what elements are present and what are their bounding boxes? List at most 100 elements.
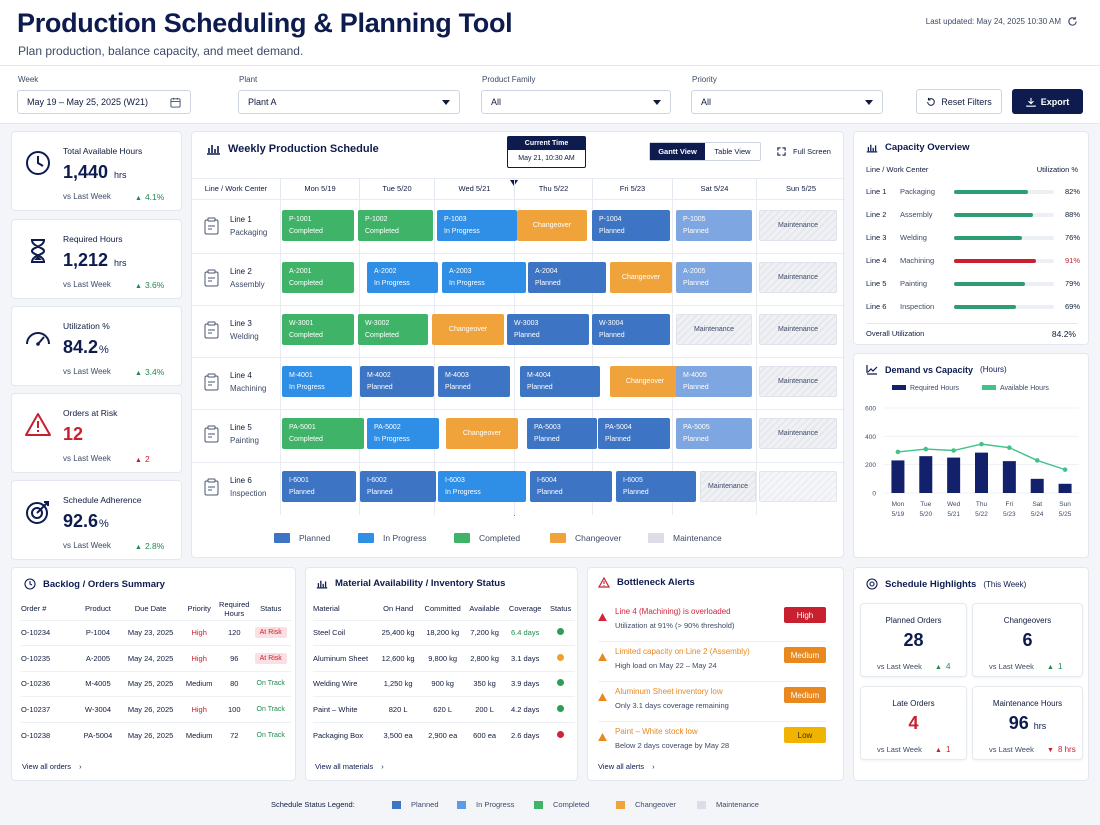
schedule-task[interactable]: P-1005 Planned [676,210,752,241]
status-dot [557,704,565,712]
legend-label: Changeover [575,533,622,543]
schedule-task[interactable]: M-4005 Planned [676,366,752,397]
changeover-block[interactable]: Changeover [432,314,504,345]
maintenance-block[interactable]: Maintenance [700,471,756,502]
schedule-task[interactable]: I-6004 Planned [530,471,612,502]
schedule-task[interactable]: W-3002 Completed [358,314,428,345]
maintenance-block[interactable]: Maintenance [759,418,837,449]
schedule-task[interactable]: P-1002 Completed [358,210,433,241]
task-status: Planned [514,332,540,339]
table-row[interactable]: Aluminum Sheet 12,600 kg 9,800 kg 2,800 kg 3… [313,645,575,671]
schedule-task[interactable]: A-2001 Completed [282,262,354,293]
schedule-task[interactable]: M-4001 In Progress [282,366,352,397]
week-picker[interactable]: May 19 – May 25, 2025 (W21) [17,90,191,114]
family-select[interactable]: All [481,90,671,114]
legend-swatch [550,533,566,543]
schedule-task[interactable]: P-1004 Planned [592,210,670,241]
calendar-icon [170,97,181,108]
schedule-task[interactable]: I-6002 Planned [360,471,436,502]
changeover-block[interactable]: Changeover [446,418,518,449]
table-row[interactable]: Welding Wire 1,250 kg 900 kg 350 kg 3.9 days [313,670,575,697]
table-cell: 6.4 days [504,619,547,646]
table-cell: A-2005 [75,645,121,671]
schedule-task[interactable]: A-2002 In Progress [367,262,438,293]
schedule-task[interactable]: A-2004 Planned [528,262,606,293]
task-status: In Progress [445,489,481,496]
schedule-task[interactable]: M-4003 Planned [438,366,510,397]
task-id: W-3004 [599,320,624,327]
priority-select[interactable]: All [691,90,883,114]
table-cell [546,619,575,646]
view-all-materials-link[interactable]: View all materials › [315,762,384,771]
gantt-legend-item: In Progress [358,533,426,543]
maintenance-block[interactable]: Maintenance [759,210,837,241]
schedule-task[interactable]: M-4004 Planned [520,366,600,397]
table-row[interactable]: Steel Coil 25,400 kg 18,200 kg 7,200 kg 6.4 … [313,619,575,646]
schedule-task[interactable]: P-1001 Completed [282,210,354,241]
table-row[interactable]: O-10236 M-4005 May 25, 2025 Medium 80 On Trac… [21,670,291,697]
highlight-unit: hrs [1033,721,1047,731]
gantt-line-label: Line 6 Inspection [200,476,280,506]
table-view-button[interactable]: Table View [714,147,751,156]
plant-select[interactable]: Plant A [238,90,460,114]
changeover-block[interactable]: Changeover [610,262,672,293]
capacity-row: Line 5 Painting 79% [866,279,1080,291]
gantt-view-button[interactable]: Gantt View [650,143,705,160]
y-tick-label: 600 [865,406,876,413]
schedule-task[interactable]: W-3001 Completed [282,314,354,345]
task-status: In Progress [289,384,325,391]
line-work-center: Painting [230,436,259,445]
capacity-bar-track [954,305,1054,309]
alert-item[interactable]: Paint – White stock low Below 2 days cove… [598,727,826,759]
schedule-task[interactable]: I-6003 In Progress [438,471,526,502]
kpi-label: Schedule Adherence [63,495,142,505]
schedule-task[interactable]: M-4002 Planned [360,366,434,397]
family-label: Product Family [482,75,536,84]
schedule-task[interactable]: I-6001 Planned [282,471,356,502]
schedule-task[interactable]: W-3003 Planned [507,314,589,345]
view-all-alerts-link[interactable]: View all alerts › [598,762,655,771]
alert-item[interactable]: Line 4 (Machining) is overloaded Utilizat… [598,607,826,642]
alerts-title-text: Bottleneck Alerts [617,577,695,588]
table-row[interactable]: O-10235 A-2005 May 24, 2025 High 96 At Risk [21,645,291,671]
schedule-task[interactable]: PA-5001 Completed [282,418,364,449]
table-row[interactable]: O-10238 PA-5004 May 26, 2025 Medium 72 On Tra… [21,721,291,748]
maintenance-block[interactable]: Maintenance [759,366,837,397]
legend-label: Completed [553,800,590,809]
chevron-down-icon [865,99,873,105]
schedule-task[interactable]: PA-5005 Planned [676,418,752,449]
line-name: Line 2 [230,267,252,276]
refresh-icon[interactable] [1067,16,1078,27]
changeover-block[interactable]: Changeover [610,366,680,397]
schedule-task[interactable]: W-3004 Planned [592,314,670,345]
bar-chart-icon [207,145,220,155]
schedule-task[interactable]: A-2003 In Progress [442,262,526,293]
schedule-task[interactable]: PA-5003 Planned [527,418,597,449]
schedule-task[interactable]: PA-5002 In Progress [367,418,439,449]
maintenance-block[interactable]: Maintenance [759,314,837,345]
reset-filters-button[interactable]: Reset Filters [916,89,1002,114]
full-screen-button[interactable]: Full Screen [777,147,831,156]
maintenance-block[interactable]: Maintenance [759,262,837,293]
kpi-number: 84.2 [63,337,99,357]
schedule-task[interactable]: A-2005 Planned [676,262,752,293]
alert-item[interactable]: Limited capacity on Line 2 (Assembly) Hig… [598,647,826,682]
schedule-task[interactable]: P-1003 In Progress [437,210,517,241]
schedule-task[interactable]: I-6005 Planned [616,471,696,502]
materials-table: Material On Hand Committed Available Coverag… [313,598,575,748]
alert-item[interactable]: Aluminum Sheet inventory low Only 3.1 day… [598,687,826,722]
gantt-header-day: Mon 5/19 [280,179,359,199]
table-row[interactable]: O-10234 P-1004 May 23, 2025 High 120 At Risk [21,619,291,646]
legend-label: In Progress [383,533,427,543]
highlights-sub: (This Week) [983,579,1027,589]
plant-value: Plant A [248,97,277,107]
table-row[interactable]: O-10237 W-3004 May 26, 2025 High 100 On Track [21,696,291,722]
changeover-block[interactable]: Changeover [517,210,587,241]
schedule-task[interactable]: PA-5004 Planned [598,418,670,449]
maintenance-block[interactable]: Maintenance [676,314,752,345]
expand-icon [777,147,786,156]
table-row[interactable]: Packaging Box 3,500 ea 2,900 ea 600 ea 2.6 d… [313,721,575,748]
table-row[interactable]: Paint – White 820 L 620 L 200 L 4.2 days [313,696,575,722]
view-all-orders-link[interactable]: View all orders › [22,762,82,771]
export-button[interactable]: Export [1012,89,1083,114]
